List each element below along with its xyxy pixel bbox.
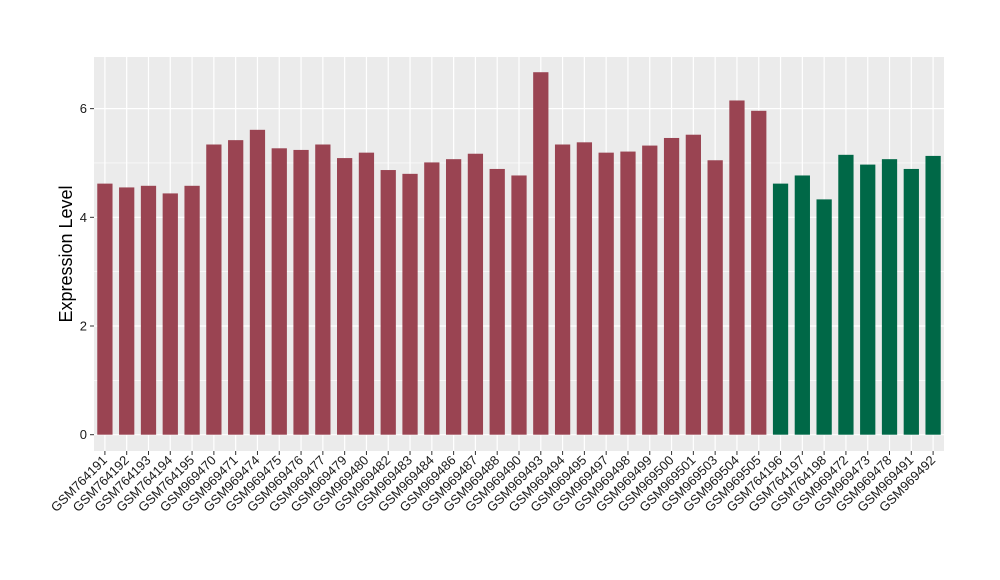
- bar-GSM969505: [751, 110, 767, 435]
- bar-GSM969474: [249, 129, 266, 435]
- bar-GSM969497: [598, 152, 614, 435]
- bar-GSM969483: [402, 173, 418, 435]
- bar-GSM969477: [315, 144, 331, 435]
- bar-GSM969480: [358, 152, 375, 435]
- bar-GSM969470: [206, 144, 222, 435]
- bar-GSM969501: [685, 134, 701, 435]
- bars: [97, 72, 941, 435]
- bar-GSM969472: [838, 154, 854, 435]
- bar-GSM969478: [881, 159, 898, 435]
- bar-GSM764196: [772, 183, 789, 435]
- y-axis-title: Expression Level: [56, 185, 76, 322]
- bar-GSM969491: [903, 168, 919, 435]
- bar-GSM969494: [554, 144, 571, 435]
- bar-GSM764195: [184, 185, 200, 435]
- bar-GSM969484: [424, 162, 440, 435]
- bar-GSM764191: [97, 183, 113, 435]
- bar-GSM969479: [337, 158, 353, 435]
- bar-GSM969504: [729, 100, 745, 435]
- bar-GSM764194: [162, 193, 178, 435]
- bar-GSM969476: [293, 149, 309, 435]
- y-tick-label: 6: [80, 101, 87, 116]
- x-axis: GSM764191GSM764192GSM764193GSM764194GSM7…: [48, 451, 938, 515]
- bar-GSM969488: [489, 168, 505, 435]
- bar-GSM969486: [445, 159, 462, 435]
- y-axis: 0 2 4 6: [80, 101, 94, 442]
- bar-GSM969492: [925, 155, 941, 435]
- bar-GSM969473: [860, 164, 876, 435]
- bar-GSM764197: [794, 175, 810, 435]
- y-tick-label: 4: [80, 210, 87, 225]
- bar-GSM969490: [511, 175, 527, 435]
- bar-GSM969503: [707, 160, 723, 435]
- bar-GSM969500: [663, 137, 680, 435]
- bar-GSM969487: [467, 153, 484, 435]
- bar-GSM764198: [816, 199, 832, 435]
- bar-GSM969475: [271, 148, 287, 435]
- y-tick-label: 0: [80, 427, 87, 442]
- bar-GSM969493: [533, 72, 549, 435]
- y-tick-label: 2: [80, 319, 87, 334]
- bar-GSM969495: [576, 142, 593, 435]
- bar-GSM764192: [119, 187, 135, 435]
- bar-GSM969482: [380, 170, 396, 435]
- bar-GSM969499: [642, 145, 658, 435]
- bar-GSM969471: [228, 140, 244, 435]
- bar-GSM764193: [140, 185, 157, 435]
- bar-GSM969498: [620, 151, 636, 435]
